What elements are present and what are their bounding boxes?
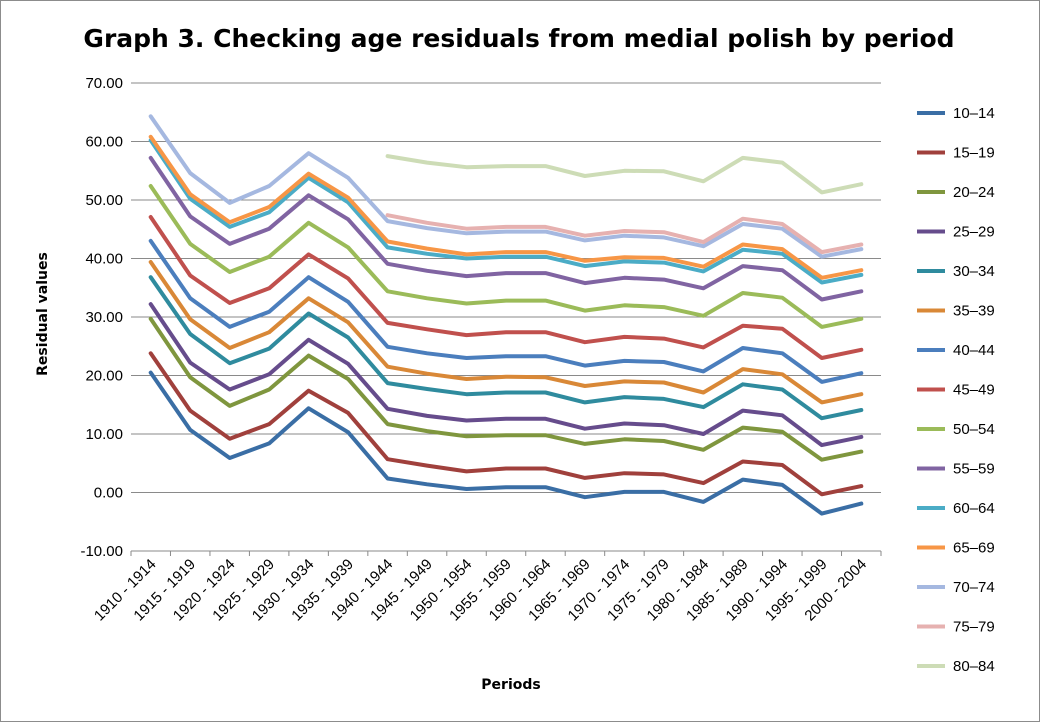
y-tick-label: 30.00 (85, 309, 123, 326)
y-axis-ticks: -10.00 0.00 10.00 20.00 30.00 40.00 50.00 60.00… (80, 75, 123, 560)
series-line-70-74 (148, 114, 864, 259)
y-tick-label: 0.00 (94, 485, 123, 502)
x-axis-label: Periods (481, 677, 540, 693)
legend-label: 15–19 (953, 145, 995, 162)
y-tick-label: 70.00 (85, 75, 123, 92)
legend-label: 20–24 (953, 184, 995, 201)
series-line-60-64 (148, 138, 864, 285)
series-line-10-14 (148, 370, 864, 516)
legend-label: 25–29 (953, 224, 995, 241)
series-line-45-49 (148, 215, 864, 360)
series-line-30-34 (148, 275, 864, 421)
series-line-35-39 (148, 260, 864, 405)
y-tick-label: 60.00 (85, 134, 123, 151)
series-line-80-84 (385, 154, 864, 195)
legend-label: 65–69 (953, 540, 995, 557)
y-tick-label: 10.00 (85, 426, 123, 443)
series-line-40-44 (148, 238, 864, 384)
gridlines (131, 82, 881, 552)
legend-label: 40–44 (953, 342, 995, 359)
series-line-20-24 (148, 316, 864, 462)
y-tick-label: 20.00 (85, 368, 123, 385)
series-line-25-29 (148, 302, 864, 448)
legend-label: 50–54 (953, 421, 995, 438)
series-line-55-59 (148, 155, 864, 302)
legend-label: 30–34 (953, 263, 995, 280)
legend-label: 55–59 (953, 461, 995, 478)
y-tick-label: -10.00 (80, 543, 123, 560)
legend-label: 45–49 (953, 382, 995, 399)
legend-label: 60–64 (953, 500, 995, 517)
legend-label: 75–79 (953, 619, 995, 636)
legend-label: 80–84 (953, 658, 995, 675)
y-tick-label: 50.00 (85, 192, 123, 209)
chart-title: Graph 3. Checking age residuals from med… (83, 24, 954, 53)
series-lines (148, 114, 864, 516)
y-tick-label: 40.00 (85, 251, 123, 268)
legend: 10–14 15–19 20–24 25–29 30–34 35–39 40–44 45–49… (917, 105, 995, 675)
series-line-50-54 (148, 184, 864, 329)
series-line-65-69 (148, 134, 864, 280)
series-line-15-19 (148, 351, 864, 497)
legend-label: 10–14 (953, 105, 995, 122)
y-axis-label: Residual values (35, 252, 51, 376)
series-line-75-79 (385, 213, 864, 255)
legend-label: 70–74 (953, 579, 995, 596)
legend-label: 35–39 (953, 303, 995, 320)
